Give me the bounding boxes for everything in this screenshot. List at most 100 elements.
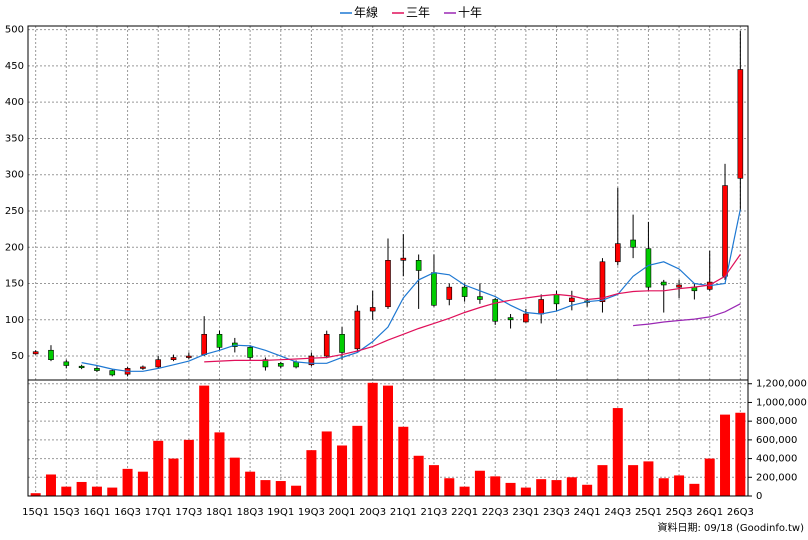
y-tick-label: 200,000	[756, 472, 797, 483]
candle-body	[323, 333, 330, 357]
x-tick-label: 15Q1	[22, 507, 49, 518]
candle-body	[308, 355, 315, 366]
x-tick-label: 15Q3	[53, 507, 80, 518]
volume-bar	[229, 457, 240, 496]
candle-body	[492, 299, 499, 322]
candle-body	[676, 284, 682, 288]
candle-body	[170, 357, 177, 360]
volume-bar	[704, 458, 715, 496]
volume-bar	[383, 385, 393, 496]
candle-body	[109, 370, 116, 376]
volume-bar	[551, 480, 562, 496]
x-tick-label: 19Q3	[298, 507, 325, 518]
candle-body	[354, 310, 361, 350]
candle-body	[400, 257, 407, 261]
volume-bar	[658, 478, 669, 496]
candle-body	[737, 69, 744, 179]
volume-bar	[107, 487, 118, 496]
candle-body	[48, 349, 54, 360]
volume-bar	[444, 478, 455, 496]
candle-body	[201, 333, 207, 355]
volume-bar	[306, 450, 317, 496]
candle-body	[614, 243, 621, 263]
candle-body	[630, 239, 636, 248]
candle-body	[523, 313, 529, 323]
x-tick-label: 20Q3	[359, 507, 386, 518]
volume-bar	[735, 412, 746, 496]
volume-bar	[199, 385, 210, 496]
y-tick-label: 600,000	[756, 435, 797, 446]
x-tick-label: 25Q1	[635, 507, 662, 518]
candle-body	[645, 248, 652, 288]
y-tick-label: 800,000	[756, 416, 797, 427]
y-tick-label: 250	[5, 206, 24, 217]
volume-bar	[291, 485, 302, 496]
volume-bar	[413, 455, 424, 496]
volume-bar	[689, 483, 700, 496]
volume-bar	[260, 480, 271, 496]
y-tick-label: 150	[5, 279, 24, 290]
y-tick-label: 50	[11, 351, 24, 362]
volume-bar	[168, 458, 179, 496]
x-tick-label: 22Q3	[482, 507, 509, 518]
y-tick-label: 300	[5, 170, 24, 181]
volume-bar	[566, 477, 577, 496]
volume-bar	[505, 482, 516, 496]
volume-bar	[474, 470, 485, 496]
x-tick-label: 16Q1	[83, 507, 110, 518]
candle-body	[431, 272, 437, 306]
x-tick-label: 24Q1	[574, 507, 601, 518]
x-tick-label: 26Q3	[727, 507, 754, 518]
candle-body	[262, 359, 269, 368]
x-tick-label: 21Q3	[420, 507, 447, 518]
legend-label: 三年	[406, 6, 430, 20]
volume-bar	[245, 471, 256, 496]
volume-bar	[720, 414, 731, 496]
volume-bar	[597, 465, 608, 496]
volume-bar	[61, 486, 72, 496]
candle-body	[94, 368, 100, 371]
volume-bar	[183, 439, 194, 496]
y-tick-label: 350	[5, 133, 24, 144]
candle-body	[216, 333, 223, 348]
volume-bar	[674, 475, 685, 496]
volume-bar	[45, 474, 56, 496]
candle-body	[78, 365, 85, 369]
candle-body	[569, 297, 575, 302]
volume-bar	[612, 408, 623, 496]
candle-body	[277, 363, 284, 367]
x-tick-label: 17Q3	[175, 507, 202, 518]
x-tick-label: 18Q3	[237, 507, 264, 518]
y-tick-label: 100	[5, 315, 24, 326]
candle-body	[140, 366, 146, 369]
volume-bar	[137, 471, 148, 496]
volume-bar	[428, 465, 439, 496]
y-tick-label: 1,000,000	[756, 397, 807, 408]
volume-bar	[76, 481, 87, 496]
volume-bar	[582, 484, 593, 496]
candle-body	[461, 286, 468, 297]
volume-bar	[122, 468, 133, 496]
volume-bar	[275, 481, 286, 496]
legend-label: 年線	[354, 5, 378, 20]
candle-body	[599, 261, 606, 302]
candle-body	[247, 347, 253, 358]
x-tick-label: 17Q1	[145, 507, 172, 518]
x-tick-label: 16Q3	[114, 507, 141, 518]
ma-line	[633, 303, 741, 327]
volume-bar	[321, 431, 332, 496]
candle-body	[477, 296, 483, 300]
y-tick-label: 400,000	[756, 454, 797, 465]
volume-bar	[490, 476, 501, 496]
x-tick-label: 22Q1	[451, 507, 478, 518]
y-tick-label: 1,200,000	[756, 379, 807, 390]
y-tick-label: 200	[5, 242, 24, 253]
x-tick-label: 23Q3	[543, 507, 570, 518]
volume-bar	[398, 426, 409, 496]
plot-frame	[27, 379, 749, 497]
candle-body	[385, 260, 391, 308]
ma-line	[81, 209, 741, 372]
y-tick-label: 400	[5, 97, 24, 108]
volume-bar	[536, 479, 547, 496]
